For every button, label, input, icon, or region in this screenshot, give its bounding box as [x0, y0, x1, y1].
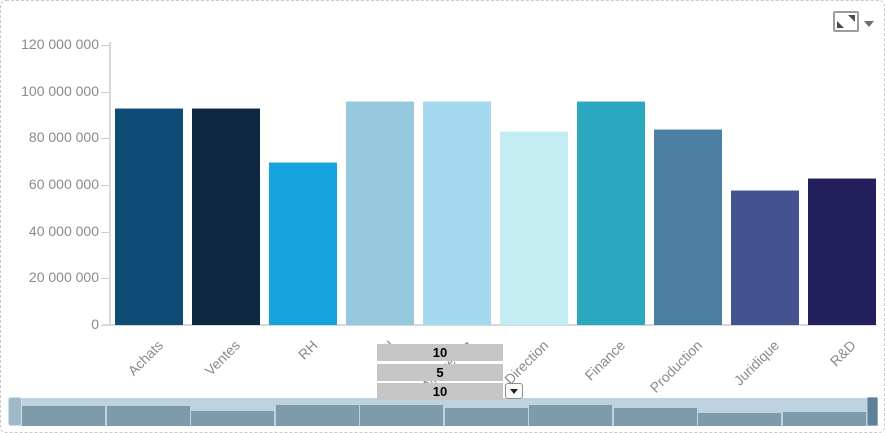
- bar-marketing[interactable]: [423, 101, 491, 325]
- value-select-dropdown[interactable]: 10 5 10: [377, 344, 525, 402]
- bar-si[interactable]: [346, 101, 414, 325]
- scrollbar-preview-bar: [106, 406, 190, 426]
- select-option-0[interactable]: 10: [377, 344, 503, 361]
- y-axis-tick-mark: [101, 185, 110, 186]
- bar-direction[interactable]: [500, 131, 568, 325]
- bar-juridique[interactable]: [731, 190, 799, 325]
- x-axis-label-juridique: Juridique: [730, 337, 783, 389]
- bar-achats[interactable]: [115, 108, 183, 325]
- y-axis-tick-mark: [101, 91, 110, 93]
- y-axis-tick-label: 60 000 000: [28, 176, 99, 192]
- x-axis-line: [103, 324, 877, 326]
- bar-rh[interactable]: [269, 162, 337, 325]
- chart-scrollbar[interactable]: [9, 398, 878, 426]
- scrollbar-preview-bar: [444, 408, 528, 426]
- scrollbar-preview-bar: [698, 413, 781, 426]
- scrollbar-preview-bar: [613, 408, 697, 426]
- x-axis-label-ventes: Ventes: [201, 337, 244, 379]
- y-axis-tick-label: 100 000 000: [21, 82, 99, 99]
- x-axis-label-production: Production: [646, 337, 706, 396]
- expand-icon: [848, 15, 855, 22]
- x-axis-label-achats: Achats: [124, 337, 167, 379]
- scrollbar-preview-bar: [360, 405, 443, 426]
- y-axis-tick-mark: [101, 231, 110, 233]
- y-axis-line: [109, 42, 111, 326]
- y-axis-tick-label: 0: [91, 316, 99, 332]
- x-axis-label-finance: Finance: [581, 337, 629, 384]
- scrollbar-preview-bar: [529, 405, 612, 426]
- export-image-button[interactable]: [833, 11, 859, 32]
- bar-r-d[interactable]: [808, 178, 876, 325]
- bar-ventes[interactable]: [192, 108, 260, 325]
- bar-finance[interactable]: [577, 101, 645, 325]
- select-option-1[interactable]: 5: [377, 363, 503, 381]
- caret-down-icon: [510, 389, 518, 394]
- export-menu-button[interactable]: [863, 18, 877, 30]
- expand-icon: [837, 21, 844, 28]
- scrollbar-preview-bar: [782, 412, 866, 426]
- y-axis-tick-label: 120 000 000: [21, 36, 99, 52]
- scrollbar-right-grip[interactable]: [867, 397, 878, 426]
- scrollbar-preview-bar: [275, 405, 359, 426]
- select-arrow-button[interactable]: [505, 383, 523, 399]
- y-axis-tick-label: 20 000 000: [28, 269, 99, 286]
- bar-production[interactable]: [654, 129, 722, 325]
- y-axis-tick-label: 80 000 000: [28, 129, 99, 146]
- y-axis-tick-label: 40 000 000: [28, 222, 99, 239]
- y-axis-tick-mark: [101, 138, 110, 140]
- select-option-2[interactable]: 10: [377, 383, 503, 400]
- y-axis-tick-mark: [101, 278, 110, 280]
- scrollbar-preview-bar: [191, 411, 274, 426]
- scrollbar-preview-bar: [22, 406, 105, 426]
- y-axis-tick-mark: [101, 45, 110, 46]
- x-axis-label-rh: RH: [294, 337, 321, 363]
- scrollbar-left-grip[interactable]: [8, 397, 22, 426]
- caret-down-icon: [864, 21, 874, 27]
- x-axis-label-r-d: R&D: [827, 337, 860, 370]
